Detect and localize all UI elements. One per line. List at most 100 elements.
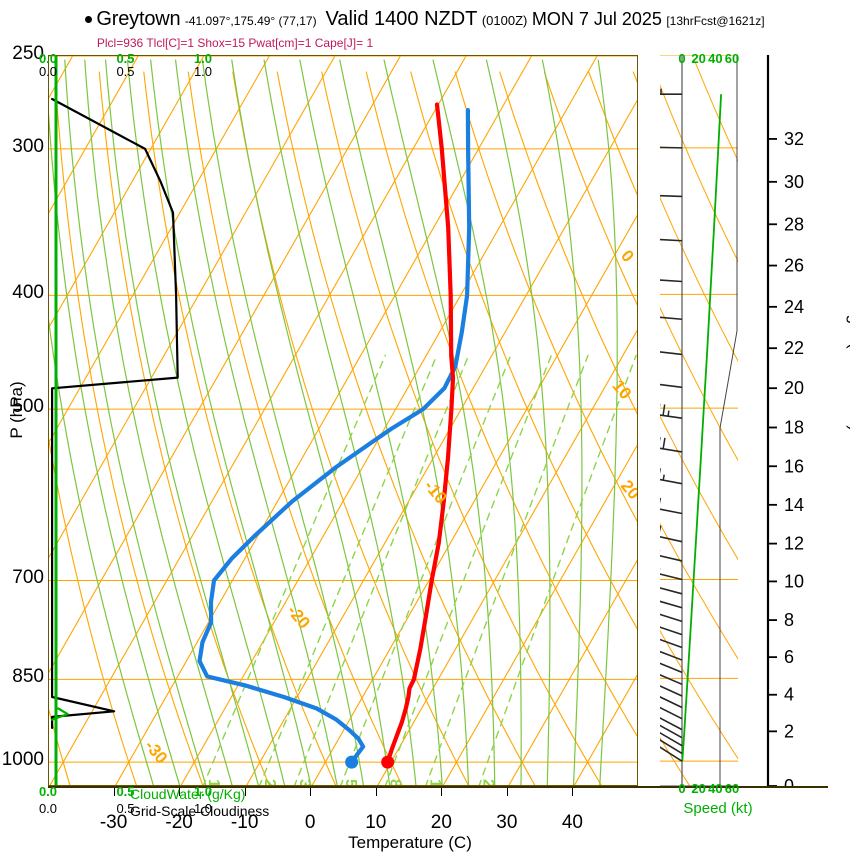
wind-barb <box>660 383 683 389</box>
wind-panel-adiabat <box>660 629 738 760</box>
pressure-tick-label: 700 <box>12 567 44 589</box>
cloudiness-profile <box>51 97 179 729</box>
moist-adiabat-line <box>339 59 470 785</box>
wind-barb-panel <box>660 55 738 786</box>
isotherm-line <box>442 444 637 785</box>
mixing-ratio-value-label: 1 <box>205 779 222 786</box>
mixing-ratio-value-label: 8 <box>386 779 403 786</box>
cloudwater-tick-top: 0.0 <box>38 51 58 66</box>
wind-barb <box>660 717 683 731</box>
dry-adiabat-line <box>276 71 536 785</box>
dry-adiabat-line <box>54 71 204 785</box>
isotherm-line <box>115 56 533 785</box>
dry-adiabat-line <box>98 71 270 785</box>
mixing-ratio-line <box>425 354 589 785</box>
temperature-tick-label: 10 <box>365 812 387 833</box>
station-name: Greytown <box>96 8 181 30</box>
cloudwater-tick-bottom: 1.0 <box>193 784 213 799</box>
moist-adiabat-line <box>597 59 618 785</box>
height-axis-panel: 32 30 28 26 24 22 20 18 16 14 12 10 8 6 4 2 0 <box>760 55 850 796</box>
mixing-ratio-value-label: 3 <box>296 779 313 786</box>
height-tick-label: 14 <box>784 495 804 515</box>
wind-barb <box>660 662 683 674</box>
height-tick-label: 20 <box>784 378 804 398</box>
moist-adiabat-line <box>126 59 286 785</box>
dry-adiabat-line <box>321 71 602 785</box>
moist-adiabat-line <box>105 59 259 785</box>
surface-dewpoint-marker <box>345 755 359 769</box>
isotherm-line <box>377 329 637 785</box>
height-tick-label: 12 <box>784 534 804 554</box>
temperature-axis-label: Temperature (C) <box>348 833 472 852</box>
temperature-tick <box>572 787 574 796</box>
wind-barb <box>660 403 683 419</box>
temperature-tick <box>506 787 508 796</box>
wind-barb <box>660 525 683 543</box>
height-tick-label: 22 <box>784 338 804 358</box>
height-tick-label: 32 <box>784 129 804 149</box>
temperature-tick-label: 0 <box>304 812 316 833</box>
wind-panel-adiabat <box>660 415 738 561</box>
height-tick-label: 18 <box>784 417 804 437</box>
wind-panel-border <box>719 55 738 786</box>
isotherm-line <box>49 56 139 214</box>
wind-barb <box>660 568 683 581</box>
height-tick-label: 6 <box>784 647 794 667</box>
valid-time-utc: (0100Z) <box>481 13 528 28</box>
speed-tick-bottom: 60 <box>724 781 740 796</box>
height-tick-label: 10 <box>784 571 804 591</box>
pressure-tick-label: 850 <box>12 666 44 688</box>
cloudiness-tick-bottom: 0.0 <box>38 801 58 816</box>
mixing-ratio-value-label: 5 <box>342 779 359 786</box>
wind-barb <box>660 613 683 623</box>
moist-adiabat-line <box>84 59 233 785</box>
temperature-tick-label: -30 <box>99 812 128 833</box>
surface-temperature-marker <box>381 755 395 769</box>
moist-adiabat-line <box>175 59 338 785</box>
dry-adiabat-line <box>499 71 637 415</box>
plot-content: -30-20-1001020123581220 <box>49 56 637 786</box>
wind-barb <box>660 146 683 149</box>
pressure-tick-label: 250 <box>12 43 44 64</box>
station-marker-icon <box>85 16 93 23</box>
wind-barb <box>660 696 683 709</box>
cloudiness-tick-bottom: 1.0 <box>193 801 213 816</box>
wind-barb <box>660 88 682 96</box>
temperature-tick-label: -20 <box>165 812 193 833</box>
dry-adiabat-line <box>454 71 637 523</box>
isotherm-line <box>180 56 598 785</box>
height-axis-label: Height (1000 Feet) <box>846 289 850 431</box>
pressure-tick-label: 1000 <box>1 749 44 771</box>
mixing-ratio-value-label: 20 <box>479 779 496 786</box>
cloudiness-tick-top: 0.0 <box>38 64 58 79</box>
mixing-ratio-value-label: 2 <box>261 779 278 786</box>
pressure-tick-label: 300 <box>12 135 44 157</box>
speed-tick-bottom: 0 <box>678 781 686 796</box>
wind-panel-adiabat <box>660 196 738 363</box>
mixing-ratio-line <box>294 354 470 785</box>
mixing-ratio-value-label: 12 <box>426 779 443 786</box>
moist-adiabat-line <box>383 59 496 785</box>
speed-tick-top: 60 <box>724 51 740 66</box>
isotherm-line <box>311 214 637 785</box>
temperature-tick-label: 20 <box>430 812 452 833</box>
temperature-tick <box>113 787 115 796</box>
temperature-tick <box>310 787 312 796</box>
pressure-axis-label: P (hPa) <box>7 381 26 439</box>
height-green-curve <box>681 94 722 762</box>
cloudwater-tick-bottom: 0.5 <box>116 784 135 799</box>
wind-barb-svg <box>660 55 738 786</box>
isotherm-line <box>49 56 205 329</box>
cloudiness-tick-top: 0.5 <box>116 64 135 79</box>
bottom-axis-rule <box>48 786 828 788</box>
wind-barb <box>660 279 683 283</box>
mixing-ratio-line <box>384 354 552 785</box>
skewt-svg: -30-20-1001020123581220 <box>49 56 637 786</box>
wind-barb <box>660 351 683 356</box>
moist-adiabat-line <box>299 59 443 785</box>
wind-barb <box>660 706 683 720</box>
dry-adiabat-line <box>410 71 637 630</box>
wind-barb <box>660 731 683 747</box>
moist-adiabat-line <box>49 318 154 785</box>
